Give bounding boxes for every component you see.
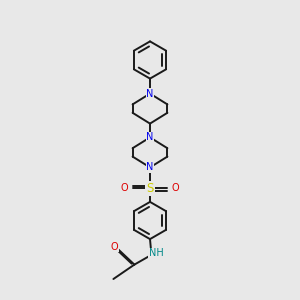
Text: NH: NH	[149, 248, 164, 259]
Text: N: N	[146, 162, 154, 172]
Text: N: N	[146, 132, 154, 142]
Text: O: O	[172, 183, 180, 194]
Text: S: S	[146, 182, 154, 195]
Text: O: O	[120, 183, 128, 194]
Text: N: N	[146, 88, 154, 99]
Text: O: O	[110, 242, 118, 252]
